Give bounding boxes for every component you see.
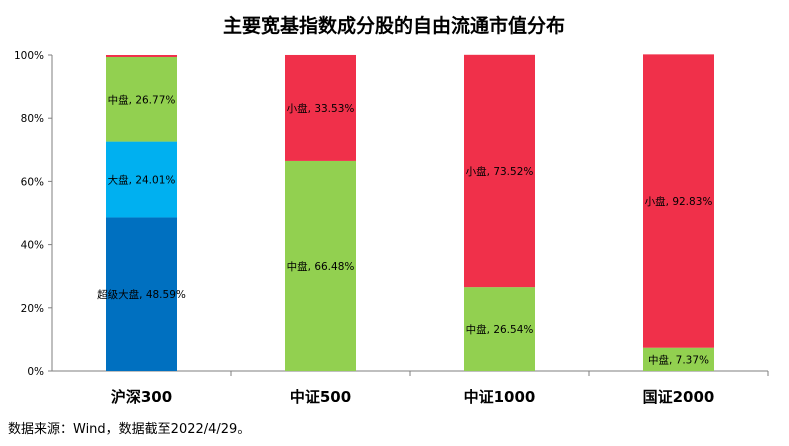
y-tick-label: 80%	[21, 113, 44, 125]
data-label: 超级大盘, 48.59%	[97, 288, 186, 301]
y-tick-label: 60%	[21, 176, 44, 188]
x-tick-label: 国证2000	[643, 388, 715, 406]
x-tick-label: 沪深300	[111, 388, 172, 406]
bar-segment	[464, 54, 535, 288]
data-label: 中盘, 66.48%	[287, 260, 355, 273]
bar-segment	[106, 56, 177, 142]
y-tick-label: 40%	[21, 240, 44, 252]
data-label: 小盘, 33.53%	[287, 102, 355, 115]
y-tick-label: 0%	[27, 366, 44, 378]
bar-segment	[285, 54, 356, 161]
bar-segment	[285, 160, 356, 371]
chart-title: 主要宽基指数成分股的自由流通市值分布	[223, 14, 565, 37]
bar-segment	[464, 287, 535, 371]
y-tick-label: 20%	[21, 303, 44, 315]
y-tick-label: 100%	[14, 50, 44, 62]
data-label: 中盘, 7.37%	[648, 353, 709, 366]
data-label: 大盘, 24.01%	[108, 174, 176, 187]
x-tick-label: 中证500	[290, 388, 351, 406]
bar-segment	[106, 141, 177, 218]
bar-segment	[643, 347, 714, 371]
source-note: 数据来源：Wind，数据截至2022/4/29。	[8, 422, 251, 437]
data-label: 中盘, 26.54%	[466, 323, 534, 336]
data-label: 小盘, 73.52%	[466, 165, 534, 178]
data-label: 中盘, 26.77%	[108, 93, 176, 106]
x-tick-label: 中证1000	[464, 388, 536, 406]
bar-segment	[106, 217, 177, 371]
data-label: 小盘, 92.83%	[645, 195, 713, 208]
bar-segment	[643, 54, 714, 348]
bar-segment	[106, 55, 177, 57]
plot-area: 0% 20% 40% 60% 80% 100% 超级大盘, 48.59% 大盘, 24.01%…	[14, 50, 769, 406]
